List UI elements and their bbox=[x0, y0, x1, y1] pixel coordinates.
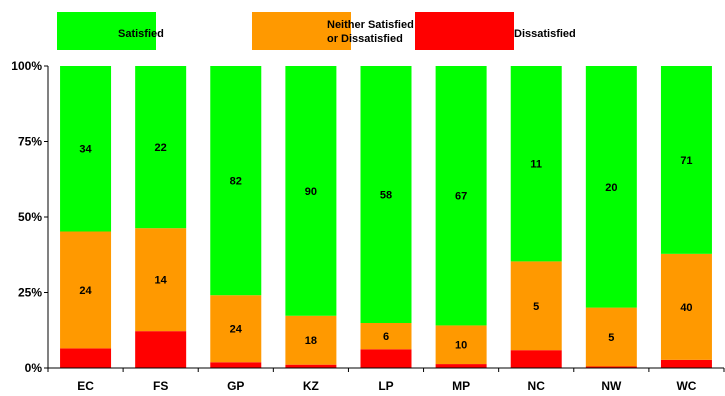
bar-dissatisfied-lp bbox=[360, 349, 412, 368]
bar-dissatisfied-ec bbox=[60, 348, 112, 368]
x-tick-label: NC bbox=[528, 379, 546, 393]
legend-label-dissatisfied: Dissatisfied bbox=[514, 28, 576, 40]
bar-dissatisfied-mp bbox=[435, 364, 487, 368]
bar-neither-satisfied-or-dissatisfied-fs bbox=[135, 228, 187, 332]
y-tick-label: 100% bbox=[11, 59, 42, 73]
legend-label-neither-satisfied-or-dissatisfied: Neither Satisfied or Dissatisfied bbox=[327, 19, 414, 45]
x-tick-label: MP bbox=[452, 379, 470, 393]
y-tick-label: 75% bbox=[18, 135, 42, 149]
bar-neither-satisfied-or-dissatisfied-ec bbox=[60, 231, 112, 349]
x-axis: EC FS GP KZ LP MP NC NW WC bbox=[47, 367, 725, 393]
bar-satisfied-mp bbox=[435, 66, 487, 326]
bar-dissatisfied-wc bbox=[660, 359, 712, 368]
bars: 24 34 14 22 24 82 18 90 6 58 10 67 5 11 5 20 40 71 bbox=[60, 66, 712, 368]
data-label-neither-satisfied-or-dissatisfied-kz: 18 bbox=[305, 335, 317, 347]
x-tick-label: EC bbox=[77, 379, 94, 393]
x-tick-label: KZ bbox=[303, 379, 319, 393]
bar-satisfied-fs bbox=[135, 66, 187, 229]
legend: Satisfied Neither Satisfied or Dissatisfie… bbox=[57, 12, 576, 50]
x-tick-label: NW bbox=[601, 379, 622, 393]
bar-satisfied-ec bbox=[60, 66, 112, 232]
bar-neither-satisfied-or-dissatisfied-gp bbox=[210, 295, 262, 363]
data-label-satisfied-kz: 90 bbox=[305, 186, 317, 198]
bar-neither-satisfied-or-dissatisfied-kz bbox=[285, 315, 337, 365]
bar-dissatisfied-nc bbox=[510, 350, 562, 368]
bar-satisfied-lp bbox=[360, 66, 412, 324]
bar-satisfied-kz bbox=[285, 66, 337, 316]
y-tick-label: 25% bbox=[18, 286, 42, 300]
legend-swatch-satisfied bbox=[57, 12, 156, 50]
y-tick-label: 0% bbox=[25, 361, 43, 375]
bar-dissatisfied-fs bbox=[135, 331, 187, 368]
data-label-neither-satisfied-or-dissatisfied-fs: 14 bbox=[155, 275, 168, 287]
x-tick-label: LP bbox=[378, 379, 393, 393]
data-label-satisfied-wc: 71 bbox=[680, 155, 692, 167]
data-label-satisfied-gp: 82 bbox=[230, 176, 242, 188]
x-tick-label: WC bbox=[676, 379, 696, 393]
bar-neither-satisfied-or-dissatisfied-nc bbox=[510, 261, 562, 351]
bar-dissatisfied-nw bbox=[585, 366, 637, 368]
legend-label-satisfied: Satisfied bbox=[118, 28, 164, 40]
bar-neither-satisfied-or-dissatisfied-mp bbox=[435, 325, 487, 365]
bar-neither-satisfied-or-dissatisfied-lp bbox=[360, 323, 412, 350]
data-label-satisfied-nc: 11 bbox=[530, 159, 542, 171]
data-label-neither-satisfied-or-dissatisfied-mp: 10 bbox=[455, 340, 467, 352]
data-label-neither-satisfied-or-dissatisfied-nw: 5 bbox=[608, 332, 614, 344]
data-label-satisfied-nw: 20 bbox=[605, 182, 617, 194]
data-label-satisfied-lp: 58 bbox=[380, 190, 392, 202]
data-label-neither-satisfied-or-dissatisfied-nc: 5 bbox=[533, 301, 539, 313]
bar-satisfied-nc bbox=[510, 66, 562, 262]
bar-satisfied-gp bbox=[210, 66, 262, 296]
data-label-satisfied-ec: 34 bbox=[79, 144, 92, 156]
data-label-neither-satisfied-or-dissatisfied-wc: 40 bbox=[680, 302, 692, 314]
y-tick-label: 50% bbox=[18, 210, 42, 224]
legend-swatch-neither-satisfied-or-dissatisfied bbox=[252, 12, 351, 50]
bar-neither-satisfied-or-dissatisfied-wc bbox=[660, 253, 712, 360]
bar-neither-satisfied-or-dissatisfied-nw bbox=[585, 307, 637, 367]
data-label-satisfied-fs: 22 bbox=[155, 142, 167, 154]
bar-satisfied-wc bbox=[660, 66, 712, 254]
bar-satisfied-nw bbox=[585, 66, 637, 308]
bar-dissatisfied-gp bbox=[210, 362, 262, 368]
legend-swatch-dissatisfied bbox=[415, 12, 514, 50]
y-axis: 0% 25% 50% 75% 100% bbox=[11, 59, 49, 375]
bar-dissatisfied-kz bbox=[285, 364, 337, 368]
data-label-satisfied-mp: 67 bbox=[455, 191, 467, 203]
x-tick-label: GP bbox=[227, 379, 244, 393]
data-label-neither-satisfied-or-dissatisfied-gp: 24 bbox=[230, 324, 243, 336]
x-tick-label: FS bbox=[153, 379, 168, 393]
data-label-neither-satisfied-or-dissatisfied-ec: 24 bbox=[79, 285, 92, 297]
data-label-neither-satisfied-or-dissatisfied-lp: 6 bbox=[383, 331, 389, 343]
